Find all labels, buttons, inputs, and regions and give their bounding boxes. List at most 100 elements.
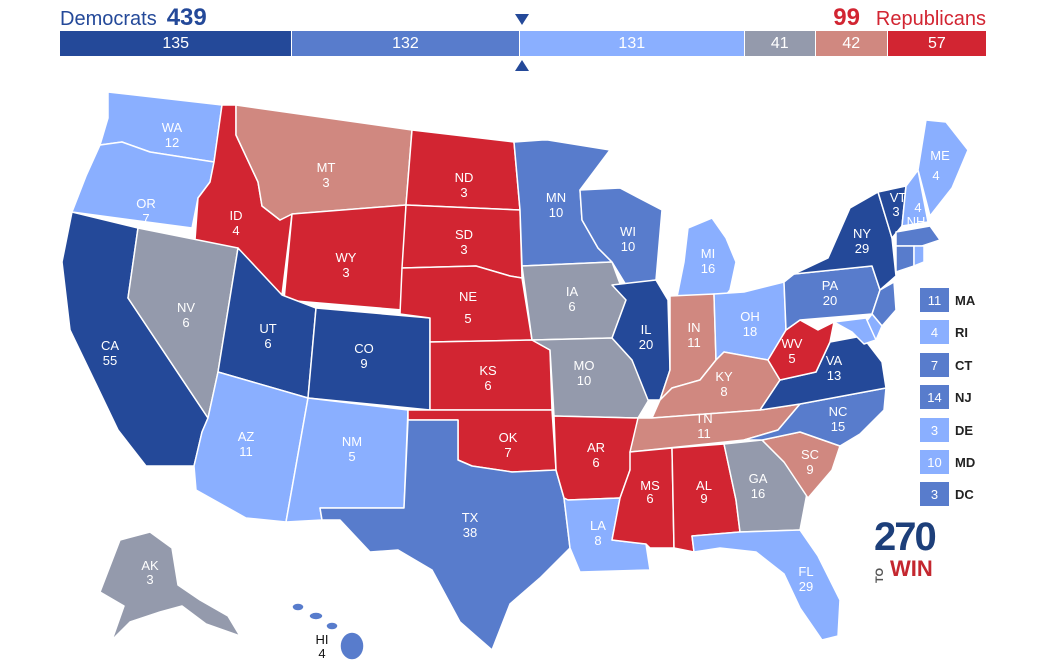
state-nh[interactable] xyxy=(901,169,929,227)
legend-box-ma: 11 xyxy=(920,288,949,312)
state-me[interactable] xyxy=(917,119,969,217)
label-nd-ev: 3 xyxy=(460,185,467,200)
state-ct[interactable] xyxy=(895,245,915,273)
bar-segment-likely-dem[interactable]: 132 xyxy=(292,31,520,56)
label-la-ev: 8 xyxy=(594,533,601,548)
legend-box-nj: 14 xyxy=(920,385,949,409)
label-tx-ev: 38 xyxy=(463,525,477,540)
legend-box-md: 10 xyxy=(920,450,949,474)
label-nv-abbr: NV xyxy=(177,300,195,315)
state-ks[interactable] xyxy=(429,339,553,411)
legend-row-ma[interactable]: 11 MA xyxy=(920,288,975,312)
label-nm-abbr: NM xyxy=(342,434,362,449)
label-az-ev: 11 xyxy=(239,444,253,459)
state-fl[interactable] xyxy=(691,529,841,641)
state-hi[interactable] xyxy=(291,602,365,661)
label-il-ev: 20 xyxy=(639,337,653,352)
label-wi-ev: 10 xyxy=(621,239,635,254)
label-ny-ev: 29 xyxy=(855,241,869,256)
republicans-header: 99 Republicans xyxy=(833,4,986,32)
legend-box-ct: 7 xyxy=(920,353,949,377)
bar-segment-lean-dem[interactable]: 131 xyxy=(519,31,746,56)
state-co[interactable] xyxy=(307,307,431,411)
label-la-abbr: LA xyxy=(590,518,606,533)
bar-segment-safe-dem[interactable]: 135 xyxy=(60,31,293,56)
label-wv-ev: 5 xyxy=(788,351,795,366)
legend-row-ri[interactable]: 4 RI xyxy=(920,320,968,344)
state-md[interactable] xyxy=(833,317,877,345)
label-nv-ev: 6 xyxy=(182,315,189,330)
label-mn-ev: 10 xyxy=(549,205,563,220)
label-oh-abbr: OH xyxy=(740,309,760,324)
republicans-label: Republicans xyxy=(875,8,986,30)
legend-label-dc: DC xyxy=(955,486,974,502)
label-nm-ev: 5 xyxy=(348,449,355,464)
label-sc-abbr: SC xyxy=(801,447,819,462)
label-va-abbr: VA xyxy=(826,353,843,368)
label-ga-ev: 16 xyxy=(751,486,765,501)
label-ne-abbr: NE xyxy=(459,289,477,304)
label-ga-abbr: GA xyxy=(749,471,768,486)
label-mt-abbr: MT xyxy=(317,160,336,175)
bar-segment-safe-rep[interactable]: 57 xyxy=(887,31,986,56)
state-il[interactable] xyxy=(611,279,671,401)
label-ar-abbr: AR xyxy=(587,440,605,455)
logo-number: 270 xyxy=(874,515,937,559)
label-mi-abbr: MI xyxy=(701,246,715,261)
label-nd-abbr: ND xyxy=(455,170,474,185)
270towin-logo[interactable]: 270 TO WIN xyxy=(874,517,954,583)
state-ri[interactable] xyxy=(913,245,925,267)
legend-box-ri: 4 xyxy=(920,320,949,344)
label-ms-ev: 6 xyxy=(646,491,653,506)
label-wa-ev: 12 xyxy=(165,135,179,150)
label-mt-ev: 3 xyxy=(322,175,329,190)
legend-row-de[interactable]: 3 DE xyxy=(920,418,973,442)
state-mi[interactable] xyxy=(675,217,737,303)
270-marker-top-icon xyxy=(515,14,529,25)
label-az-abbr: AZ xyxy=(238,429,255,444)
state-ak[interactable] xyxy=(99,531,241,641)
label-ms-abbr: MS xyxy=(640,478,660,493)
state-nm[interactable] xyxy=(285,397,409,523)
label-tx-abbr: TX xyxy=(462,510,479,525)
legend-row-nj[interactable]: 14 NJ xyxy=(920,385,972,409)
label-in-ev: 11 xyxy=(687,335,701,350)
label-vt-abbr: VT xyxy=(890,190,907,205)
bar-segment-lean-rep[interactable]: 42 xyxy=(815,31,888,56)
label-wa-abbr: WA xyxy=(162,120,183,135)
label-ok-ev: 7 xyxy=(504,445,511,460)
label-mn-abbr: MN xyxy=(546,190,566,205)
democrats-label: Democrats xyxy=(60,8,157,30)
label-ia-abbr: IA xyxy=(566,284,579,299)
label-wi-abbr: WI xyxy=(620,224,636,239)
legend-row-dc[interactable]: 3 DC xyxy=(920,482,974,506)
legend-label-ct: CT xyxy=(955,357,973,373)
label-ia-ev: 6 xyxy=(568,299,575,314)
label-fl-ev: 29 xyxy=(799,579,813,594)
label-al-abbr: AL xyxy=(696,478,712,493)
state-nj[interactable] xyxy=(871,281,897,327)
label-pa-abbr: PA xyxy=(822,278,839,293)
label-nh-abbr: NH xyxy=(907,214,926,229)
label-nc-abbr: NC xyxy=(829,404,848,419)
legend-label-md: MD xyxy=(955,454,976,470)
state-ma[interactable] xyxy=(895,225,941,247)
bar-segment-tossup[interactable]: 41 xyxy=(745,31,816,56)
legend-row-ct[interactable]: 7 CT xyxy=(920,353,972,377)
legend-label-ri: RI xyxy=(955,324,968,340)
legend-row-md[interactable]: 10 MD xyxy=(920,450,975,474)
label-mi-ev: 16 xyxy=(701,261,715,276)
label-pa-ev: 20 xyxy=(823,293,837,308)
label-ks-ev: 6 xyxy=(484,378,491,393)
label-vt-ev: 3 xyxy=(892,204,899,219)
legend-label-de: DE xyxy=(955,422,974,438)
label-mo-ev: 10 xyxy=(577,373,591,388)
state-labels: WA 12 OR 7 CA 55 ID 4 NV 6 MT 3 WY 3 UT … xyxy=(101,120,950,661)
label-ut-ev: 6 xyxy=(264,336,271,351)
label-ca-ev: 55 xyxy=(103,353,117,368)
label-va-ev: 13 xyxy=(827,368,841,383)
label-wy-ev: 3 xyxy=(342,265,349,280)
state-tx[interactable] xyxy=(319,419,571,651)
label-tn-abbr: TN xyxy=(695,411,712,426)
